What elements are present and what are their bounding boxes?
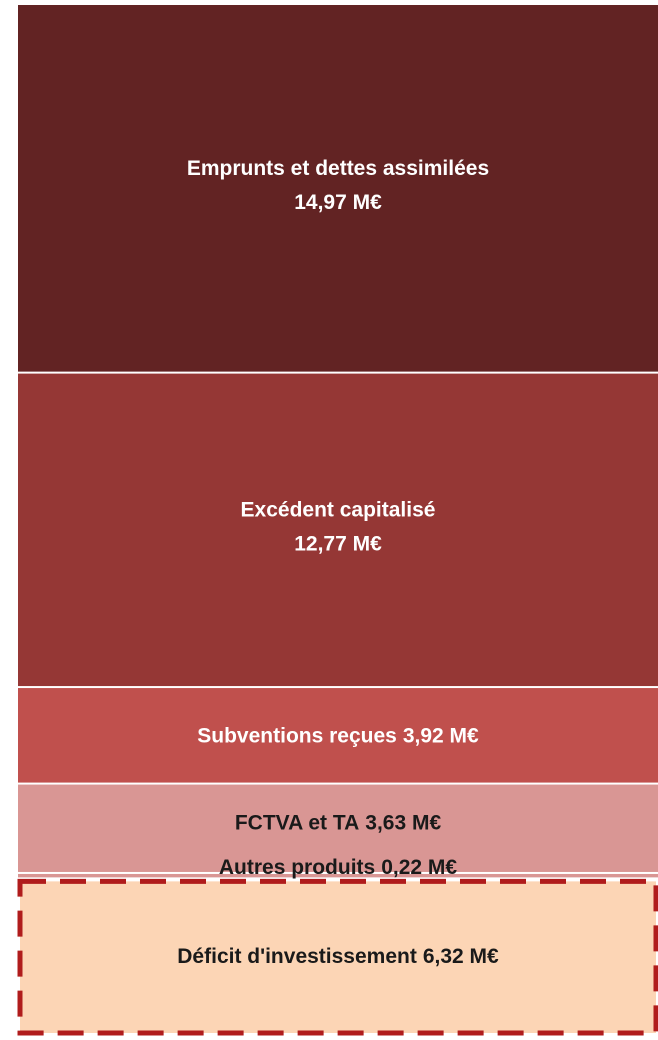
segment-name: FCTVA et TA xyxy=(235,811,359,834)
value-label: 0,22 M€ xyxy=(381,856,457,879)
segment-label: Emprunts et dettes assimilées xyxy=(187,157,489,180)
segment xyxy=(18,784,658,872)
segment xyxy=(17,878,658,1036)
value-label: 3,63 M€ xyxy=(365,811,441,834)
segment xyxy=(18,688,658,783)
segment-label: Subventions reçues 3,92 M€ xyxy=(197,724,479,747)
segment-label: FCTVA et TA 3,63 M€ xyxy=(235,811,442,834)
segment-name: Subventions reçues xyxy=(197,724,397,747)
segment-label: Autres produits 0,22 M€ xyxy=(219,856,458,879)
segment-name: Déficit d'investissement xyxy=(177,945,417,968)
segment xyxy=(18,373,658,687)
value-label: 6,32 M€ xyxy=(423,945,499,968)
segment-label: Déficit d'investissement 6,32 M€ xyxy=(177,945,499,968)
segment-name: Autres produits xyxy=(219,856,375,879)
segment xyxy=(18,5,658,372)
segment xyxy=(18,873,658,878)
value-label: 14,97 M€ xyxy=(294,191,382,214)
value-label: 12,77 M€ xyxy=(294,532,382,555)
value-label: 3,92 M€ xyxy=(403,724,479,747)
segment-label: Excédent capitalisé xyxy=(241,498,436,521)
